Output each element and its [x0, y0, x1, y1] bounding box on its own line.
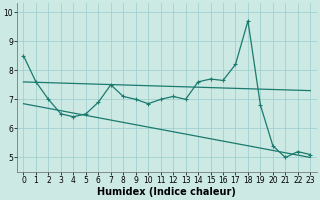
X-axis label: Humidex (Indice chaleur): Humidex (Indice chaleur) — [98, 187, 236, 197]
